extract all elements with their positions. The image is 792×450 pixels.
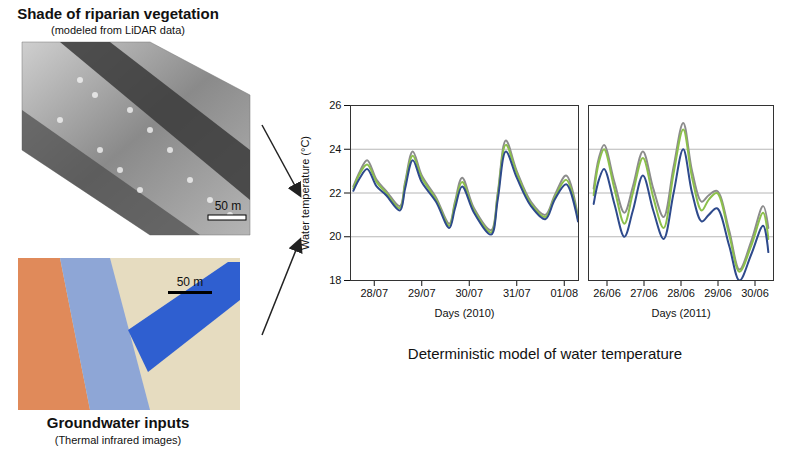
- svg-text:50 m: 50 m: [215, 199, 242, 213]
- svg-text:30/06: 30/06: [741, 287, 769, 299]
- svg-text:Water temperature (°C): Water temperature (°C): [299, 136, 311, 250]
- svg-text:28/07: 28/07: [360, 287, 388, 299]
- svg-text:01/08: 01/08: [550, 287, 578, 299]
- svg-text:Days (2011): Days (2011): [651, 307, 710, 319]
- svg-text:18: 18: [329, 274, 341, 286]
- svg-text:Days (2010): Days (2010): [435, 307, 495, 319]
- svg-text:50 m: 50 m: [177, 275, 204, 289]
- svg-text:24: 24: [329, 143, 341, 155]
- svg-text:22: 22: [329, 187, 341, 199]
- html-text:Deterministic model of water t: Deterministic model of water temperature: [407, 345, 683, 362]
- svg-text:Shade of riparian vegetation: Shade of riparian vegetation: [17, 5, 219, 22]
- svg-text:31/07: 31/07: [503, 287, 531, 299]
- svg-text:29/07: 29/07: [408, 287, 436, 299]
- svg-text:28/06: 28/06: [667, 287, 695, 299]
- svg-text:26/06: 26/06: [593, 287, 621, 299]
- svg-text:27/06: 27/06: [630, 287, 658, 299]
- svg-text:(Thermal infrared images): (Thermal infrared images): [55, 434, 182, 446]
- svg-text:(modeled from LiDAR data): (modeled from LiDAR data): [51, 24, 185, 36]
- svg-text:20: 20: [329, 230, 341, 242]
- svg-text:26: 26: [329, 99, 341, 111]
- svg-text:Groundwater inputs: Groundwater inputs: [47, 414, 190, 431]
- svg-text:29/06: 29/06: [704, 287, 732, 299]
- svg-text:30/07: 30/07: [455, 287, 483, 299]
